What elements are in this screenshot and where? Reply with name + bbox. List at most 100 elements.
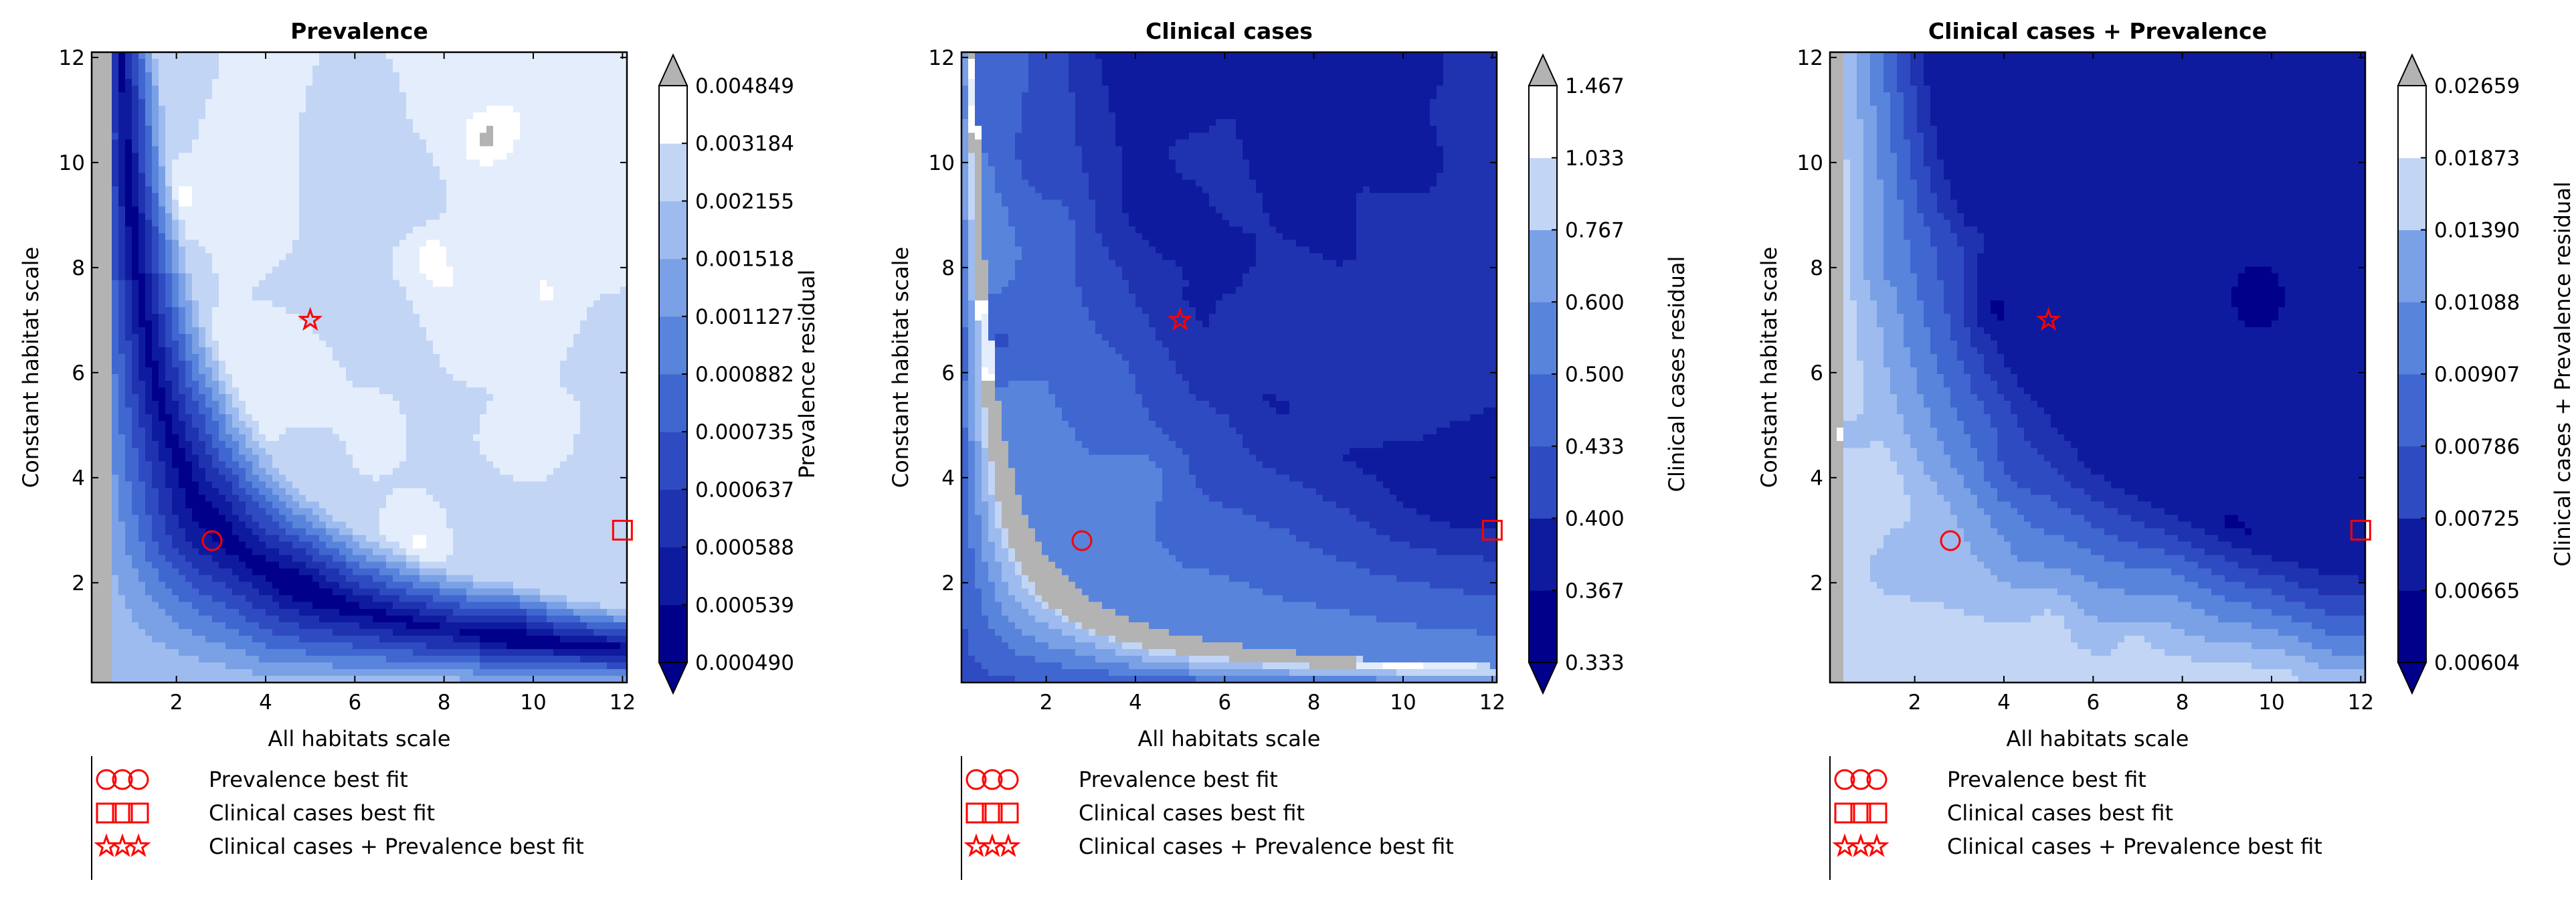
contour-cell [172, 541, 179, 549]
contour-cell [165, 668, 173, 676]
contour-cell [132, 126, 139, 133]
contour-cell [118, 260, 126, 268]
contour-cell [192, 72, 199, 80]
contour-cell [272, 461, 280, 468]
contour-cell [353, 474, 360, 482]
contour-cell [386, 635, 393, 643]
contour-cell [373, 280, 380, 288]
contour-cell [433, 213, 440, 221]
contour-cell [172, 106, 179, 113]
contour-cell [440, 72, 447, 80]
contour-cell [259, 367, 266, 375]
contour-cell [333, 494, 340, 503]
contour-cell [326, 193, 333, 201]
contour-cell [326, 515, 333, 523]
contour-cell [179, 541, 186, 549]
contour-cell [232, 468, 240, 475]
contour-cell [326, 501, 333, 509]
contour-cell [373, 199, 380, 207]
contour-cell [212, 300, 219, 308]
contour-cell [212, 548, 219, 556]
contour-cell [105, 608, 112, 616]
contour-cell [386, 675, 393, 683]
contour-cell [112, 508, 119, 516]
contour-cell [413, 79, 420, 86]
contour-cell [185, 72, 193, 80]
contour-cell [179, 448, 186, 455]
contour-cell [433, 233, 440, 241]
contour-cell [446, 59, 454, 66]
contour-cell [239, 595, 246, 603]
contour-cell [359, 92, 367, 100]
contour-cell [185, 548, 193, 556]
contour-cell [359, 99, 367, 106]
contour-cell [225, 306, 233, 314]
contour-cell [205, 327, 213, 335]
contour-cell [379, 448, 387, 455]
contour-cell [386, 461, 393, 468]
contour-cell [326, 548, 333, 556]
contour-cell [279, 602, 286, 610]
contour-cell [346, 353, 353, 361]
contour-cell [219, 448, 226, 455]
contour-cell [426, 313, 434, 321]
contour-cell [333, 260, 340, 268]
contour-cell [366, 219, 373, 228]
contour-cell [159, 662, 166, 670]
contour-cell [172, 153, 179, 160]
contour-cell [446, 92, 454, 100]
contour-cell [366, 541, 373, 549]
contour-cell [286, 408, 293, 415]
contour-cell [179, 219, 186, 228]
contour-cell [339, 193, 347, 201]
contour-cell [420, 327, 427, 335]
contour-cell [125, 233, 132, 241]
contour-cell [219, 132, 226, 140]
contour-cell [413, 668, 420, 676]
contour-cell [326, 387, 333, 395]
contour-cell [272, 568, 280, 576]
contour-cell [105, 488, 112, 496]
contour-cell [92, 240, 99, 248]
contour-cell [225, 474, 233, 482]
contour-cell [125, 508, 132, 516]
contour-cell [105, 246, 112, 254]
contour-cell [433, 146, 440, 153]
contour-cell [326, 186, 333, 194]
contour-cell [359, 374, 367, 381]
contour-cell [172, 159, 179, 167]
contour-cell [440, 186, 447, 194]
contour-cell [118, 394, 126, 401]
contour-cell [239, 628, 246, 636]
contour-cell [306, 360, 313, 368]
contour-cell [286, 595, 293, 603]
contour-cell [98, 494, 106, 503]
contour-cell [406, 132, 413, 140]
contour-cell [192, 528, 199, 536]
contour-cell [118, 280, 126, 288]
contour-cell [306, 535, 313, 543]
contour-cell [399, 260, 407, 268]
contour-cell [406, 353, 413, 361]
contour-cell [92, 401, 99, 408]
contour-cell [125, 655, 132, 663]
contour-cell [272, 555, 280, 563]
contour-cell [333, 106, 340, 113]
contour-cell [440, 286, 447, 294]
contour-cell [105, 428, 112, 435]
contour-cell [339, 347, 347, 355]
contour-cell [172, 286, 179, 294]
contour-cell [252, 381, 260, 388]
contour-cell [426, 193, 434, 201]
contour-cell [353, 434, 360, 442]
contour-cell [165, 555, 173, 563]
contour-cell [292, 394, 300, 401]
contour-cell [98, 394, 106, 401]
contour-cell [125, 454, 132, 462]
contour-cell [393, 159, 400, 167]
contour-cell [440, 414, 447, 422]
contour-cell [112, 353, 119, 361]
contour-cell [246, 52, 253, 60]
contour-cell [212, 146, 219, 153]
contour-cell [359, 508, 367, 516]
